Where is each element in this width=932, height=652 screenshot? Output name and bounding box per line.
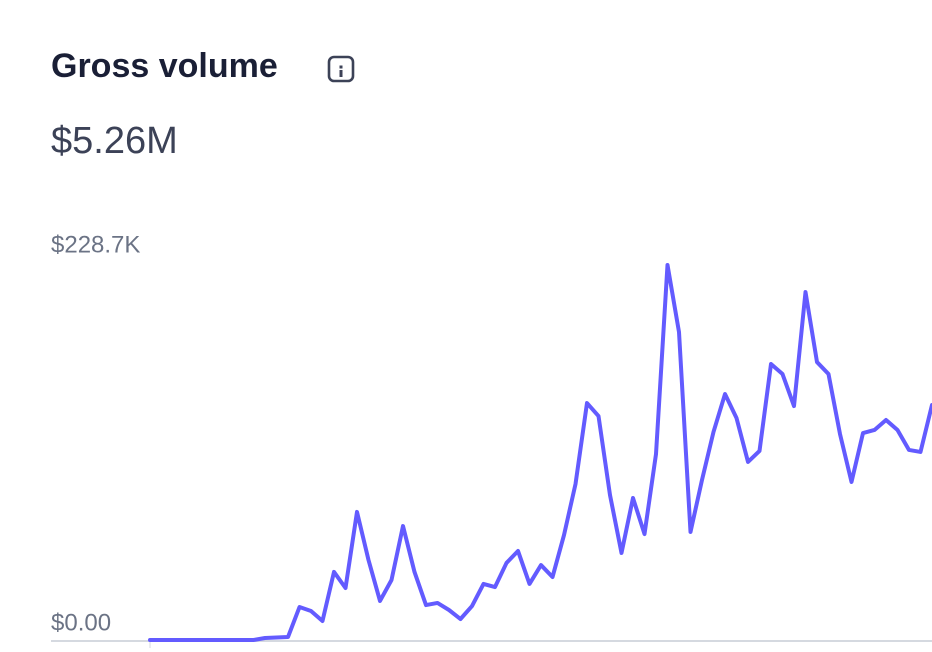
- y-tick-label: $0.00: [51, 609, 111, 636]
- info-icon-dot: [339, 65, 343, 69]
- info-icon[interactable]: [327, 55, 355, 83]
- info-icon-box: [327, 55, 355, 83]
- y-tick-label: $228.7K: [51, 231, 140, 258]
- chart-title: Gross volume: [51, 47, 278, 85]
- chart-subtitle: $5.26M: [51, 120, 178, 162]
- info-icon-stem: [339, 70, 343, 77]
- line-series: [148, 263, 932, 642]
